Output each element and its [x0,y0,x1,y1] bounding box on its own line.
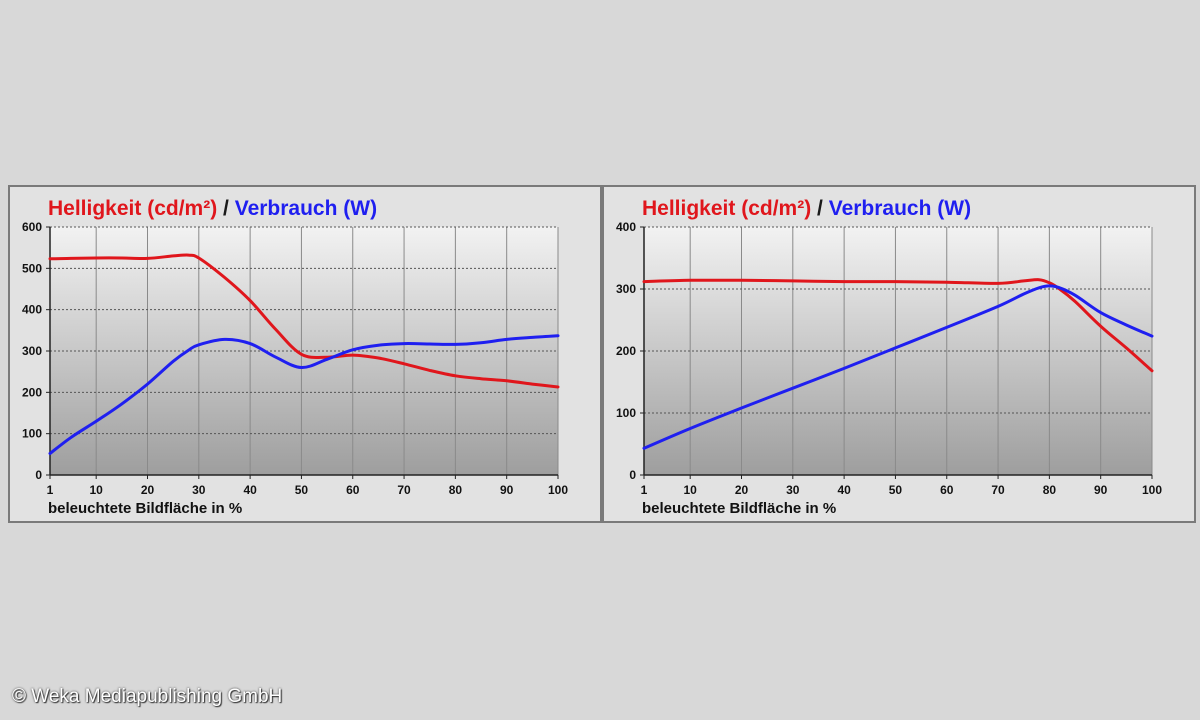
x-tick-label: 20 [141,483,155,497]
x-tick-label: 90 [500,483,514,497]
title-brightness: Helligkeit (cd/m²) [48,197,218,220]
x-tick-label: 100 [1142,483,1162,497]
x-tick-label: 20 [735,483,749,497]
x-axis-label: beleuchtete Bildfläche in % [642,500,836,517]
title-brightness: Helligkeit (cd/m²) [642,197,812,220]
y-tick-label: 200 [616,344,636,358]
y-tick-label: 300 [22,344,42,358]
chart-title: Helligkeit (cd/m²) / Verbrauch (W) [48,197,377,221]
chart-panel-right: Helligkeit (cd/m²) / Verbrauch (W) 0 100 2… [602,185,1196,523]
y-tick-label: 400 [616,220,636,234]
y-tick-label: 0 [629,468,636,482]
title-separator: / [811,197,829,220]
x-tick-label: 60 [346,483,360,497]
y-tick-label: 100 [616,406,636,420]
x-tick-label: 10 [684,483,698,497]
y-tick-label: 500 [22,261,42,275]
x-tick-label: 30 [786,483,800,497]
x-tick-label: 1 [47,483,54,497]
chart-panel-left: Helligkeit (cd/m²) / Verbrauch (W) 0 100 2… [8,185,602,523]
x-tick-label: 80 [1043,483,1057,497]
x-tick-label: 70 [991,483,1005,497]
y-tick-label: 300 [616,282,636,296]
x-tick-label: 60 [940,483,954,497]
series-line-brightness [642,278,1154,373]
series-line-brightness [48,253,560,389]
x-tick-label: 10 [90,483,104,497]
series-line-consumption [48,334,560,455]
y-tick-label: 0 [35,468,42,482]
x-tick-label: 40 [243,483,257,497]
x-tick-label: 90 [1094,483,1108,497]
title-consumption: Verbrauch (W) [828,197,972,220]
series-line-consumption [642,284,1154,450]
y-tick-label: 600 [22,220,42,234]
x-tick-label: 50 [295,483,309,497]
x-tick-label: 40 [837,483,851,497]
title-separator: / [217,197,235,220]
x-tick-label: 1 [641,483,648,497]
copyright-notice: © Weka Mediapublishing GmbH [12,686,283,707]
x-tick-label: 30 [192,483,206,497]
title-consumption: Verbrauch (W) [234,197,378,220]
x-tick-label: 100 [548,483,568,497]
y-tick-label: 100 [22,427,42,441]
chart-plot-right: 0 100 200 300 400 1 10 20 30 40 50 60 70 80 90 100 beleu… [616,220,1162,517]
x-tick-label: 70 [397,483,411,497]
y-tick-label: 400 [22,303,42,317]
x-tick-label: 80 [449,483,463,497]
y-tick-label: 200 [22,385,42,399]
x-tick-label: 50 [889,483,903,497]
chart-title: Helligkeit (cd/m²) / Verbrauch (W) [642,197,971,221]
x-axis-label: beleuchtete Bildfläche in % [48,500,242,517]
chart-plot-left: 0 100 200 300 400 500 600 1 10 20 30 40 50 60 70 80 90 10… [22,220,568,517]
